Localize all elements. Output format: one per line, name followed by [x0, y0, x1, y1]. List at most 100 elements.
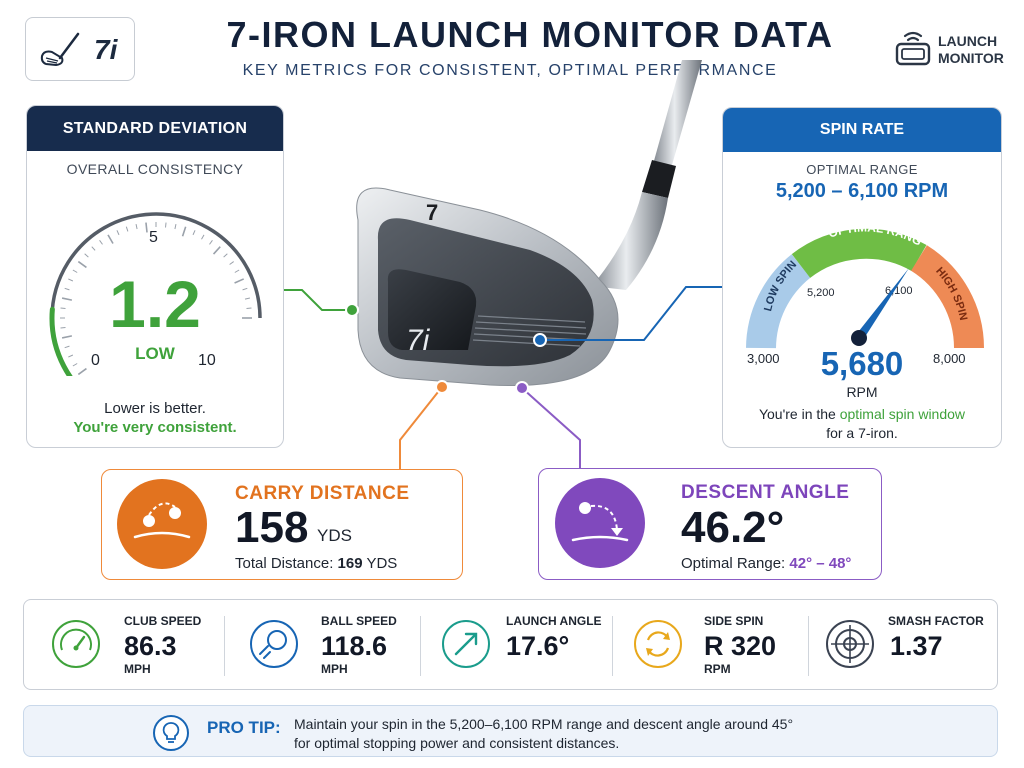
gauge-tick — [99, 240, 103, 245]
gauge-tick — [229, 261, 234, 265]
consistency-note: Lower is better. — [104, 400, 206, 417]
consistency-note-highlight: You're very consistent. — [73, 419, 237, 436]
total-distance: Total Distance: 169 YDS — [235, 555, 398, 572]
gauge-tick — [107, 234, 114, 244]
gauge-tick — [77, 260, 87, 269]
gauge-tick — [64, 345, 70, 349]
club-speed-unit: MPH — [124, 662, 151, 676]
club-speed-label: CLUB SPEED — [124, 614, 202, 628]
gauge-tick — [61, 335, 73, 339]
gauge-tick — [68, 278, 74, 282]
side-spin-value: R 320 — [704, 631, 777, 661]
gauge-tick — [61, 297, 73, 301]
standard-deviation-value: 1.2 — [109, 267, 201, 341]
side-spin-label: SIDE SPIN — [704, 614, 764, 628]
spin-note: You're in the optimal spin window for a … — [758, 406, 966, 441]
gauge-tick — [60, 307, 66, 309]
spin-rate-card: SPIN RATE OPTIMAL RANGE 5,200 – 6,100 RP… — [722, 107, 1002, 448]
pro-tip-label: PRO TIP: — [207, 718, 281, 737]
metric-launch-angle: LAUNCH ANGLE 17.6° — [438, 600, 628, 691]
gauge-tick — [84, 253, 89, 258]
total-distance-value: 169 — [337, 555, 363, 572]
launch-angle-value: 17.6° — [506, 631, 570, 661]
carry-icon-circle — [117, 479, 207, 569]
needle-hub — [851, 330, 867, 346]
gauge-tick — [72, 363, 78, 367]
metric-club-speed: CLUB SPEED 86.3 MPH — [46, 600, 226, 691]
tick-5200: 5,200 — [807, 287, 835, 299]
golf-club-icon — [40, 32, 80, 67]
metric-divider — [612, 616, 613, 676]
optimal-range-value: 5,200 – 6,100 RPM — [775, 180, 949, 202]
gauge-tick — [135, 223, 138, 230]
target-icon — [826, 620, 874, 668]
gauge-tick — [201, 234, 205, 240]
spin-rate-heading: SPIN RATE — [723, 108, 1001, 152]
gauge-tick — [212, 246, 221, 255]
gauge-value-arc — [49, 306, 73, 376]
ball-speed-label: BALL SPEED — [321, 614, 397, 628]
gauge-tick — [244, 297, 251, 300]
gauge-tick — [72, 269, 78, 273]
descent-trajectory-icon — [571, 502, 629, 542]
gauge-tick — [192, 230, 196, 236]
consistency-subheading: OVERALL CONSISTENCY — [66, 161, 244, 177]
optimal-range-subheading: OPTIMAL RANGE — [806, 162, 918, 177]
carry-distance-card: CARRY DISTANCE 158 YDS Total Distance: 1… — [101, 469, 463, 580]
descent-angle-label: DESCENT ANGLE — [681, 482, 850, 503]
spin-scale-max: 8,000 — [933, 351, 966, 366]
carry-distance-unit: YDS — [317, 526, 352, 545]
gauge-tick — [223, 253, 228, 258]
descent-optimal-range: Optimal Range: 42° – 48° — [681, 555, 852, 572]
standard-deviation-card: STANDARD DEVIATION OVERALL CONSISTENCY 5… — [26, 105, 284, 448]
metric-side-spin: SIDE SPIN R 320 RPM — [630, 600, 820, 691]
ball-trajectory-icon — [133, 502, 191, 539]
carry-distance-label: CARRY DISTANCE — [235, 483, 410, 504]
metric-divider — [224, 616, 225, 676]
launch-angle-label: LAUNCH ANGLE — [506, 614, 602, 628]
gauge-tick — [242, 287, 248, 291]
page-subtitle: KEY METRICS FOR CONSISTENT, OPTIMAL PERF… — [242, 62, 778, 79]
gauge-tick — [174, 223, 177, 230]
descent-icon-circle — [555, 478, 645, 568]
launch-arrow-icon — [442, 620, 490, 668]
spin-scale-min: 3,000 — [747, 351, 780, 366]
speedometer-icon — [52, 620, 100, 668]
spin-needle — [855, 268, 909, 340]
spin-note-highlight: optimal spin window — [839, 406, 966, 422]
launch-monitor-label: LAUNCH MONITOR — [938, 33, 1004, 66]
carry-distance-value: 158 — [235, 503, 309, 552]
gauge-tick — [60, 327, 66, 329]
club-number-engraving: 7 — [426, 200, 438, 225]
gauge-tick — [125, 226, 129, 232]
pro-tip-text: Maintain your spin in the 5,200–6,100 RP… — [294, 716, 794, 751]
gauge-mid-label: 5 — [149, 229, 158, 246]
metric-ball-speed: BALL SPEED 118.6 MPH — [246, 600, 436, 691]
pro-tip-banner: PRO TIP: Maintain your spin in the 5,200… — [23, 705, 998, 757]
gauge-tick — [77, 367, 87, 376]
gauge-min-label: 0 — [91, 352, 100, 369]
consistency-rating: LOW — [135, 344, 175, 363]
gauge-tick — [209, 240, 213, 245]
gauge-tick — [246, 307, 252, 309]
metrics-bar: CLUB SPEED 86.3 MPH BALL SPEED 118.6 MPH… — [23, 599, 998, 690]
club-speed-value: 86.3 — [124, 631, 177, 661]
gauge-tick — [234, 278, 245, 284]
golf-ball-speed-icon — [250, 620, 298, 668]
smash-factor-label: SMASH FACTOR — [888, 614, 984, 628]
iron-club-illustration: 7 7i — [356, 60, 702, 387]
launch-monitor-icon — [895, 31, 931, 66]
metric-divider — [808, 616, 809, 676]
smash-factor-value: 1.37 — [890, 631, 943, 661]
metric-divider — [420, 616, 421, 676]
gauge-tick — [68, 354, 74, 358]
gauge-tick — [64, 287, 70, 291]
descent-angle-value: 46.2° — [681, 503, 785, 552]
descent-optimal-value: 42° – 48° — [789, 555, 852, 572]
gauge-tick — [165, 222, 167, 228]
app-logo: 7i — [25, 17, 135, 81]
ball-speed-value: 118.6 — [321, 631, 388, 661]
rotation-icon — [634, 620, 682, 668]
logo-text: 7i — [94, 34, 118, 65]
face-badge: 7i — [406, 324, 431, 357]
